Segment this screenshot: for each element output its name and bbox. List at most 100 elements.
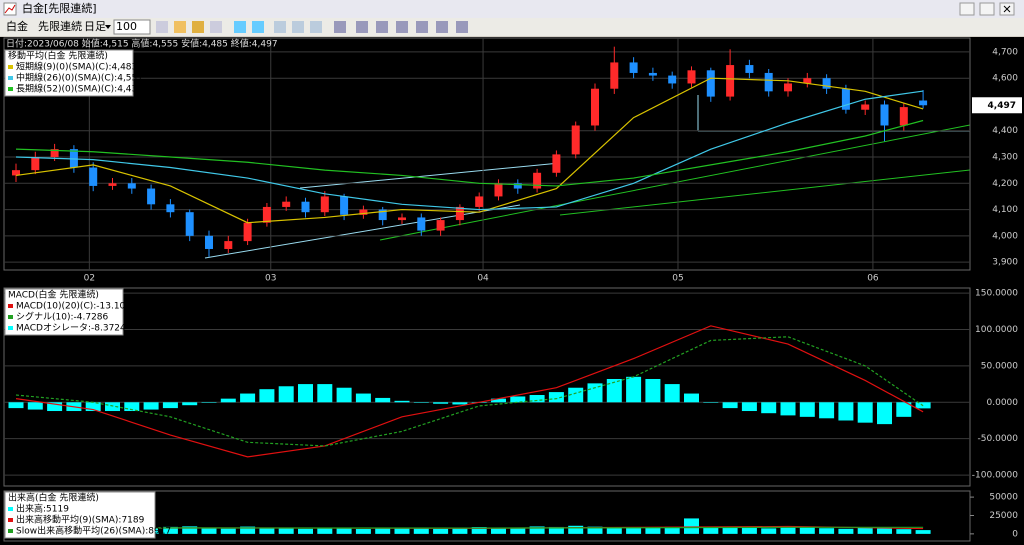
- title-bar: [0, 0, 1024, 18]
- tool-icon[interactable]: [156, 21, 168, 33]
- histogram-bar: [548, 526, 564, 534]
- tool-icon[interactable]: [334, 21, 346, 33]
- histogram-bar: [375, 528, 391, 534]
- candle-body: [610, 62, 619, 89]
- histogram-bar: [336, 387, 352, 403]
- symbol-label[interactable]: 白金: [6, 19, 28, 33]
- app-icon-line: [4, 4, 16, 14]
- tool-icon[interactable]: [310, 21, 322, 33]
- tool-icon[interactable]: [436, 21, 448, 33]
- y-tick-label: 4,700: [992, 47, 1018, 57]
- count-input[interactable]: [113, 19, 151, 35]
- legend-swatch: [8, 529, 13, 533]
- pane-border: [3, 490, 971, 542]
- histogram-bar: [626, 376, 642, 403]
- y-tick-label: 4,600: [992, 74, 1018, 84]
- histogram-bar: [162, 526, 178, 534]
- window-buttons[interactable]: [959, 2, 1015, 16]
- candle-body: [398, 217, 406, 221]
- period-selector[interactable]: 日足: [84, 20, 106, 33]
- histogram-bar: [877, 528, 892, 534]
- candle-body: [552, 154, 561, 173]
- candle-body: [706, 70, 715, 97]
- histogram-bar: [606, 378, 622, 403]
- histogram-bar: [201, 527, 217, 534]
- histogram-bar: [587, 526, 603, 534]
- pane-border: [3, 37, 971, 271]
- histogram-bar: [413, 402, 429, 403]
- histogram-bar: [162, 402, 178, 409]
- toolbar-icons[interactable]: [156, 21, 468, 33]
- close-icon: [1003, 5, 1011, 13]
- candle-body: [494, 183, 503, 197]
- tool-icon[interactable]: [396, 21, 408, 33]
- y-tick-label: 50.0000: [981, 361, 1018, 371]
- contract-label[interactable]: 先限連続: [38, 19, 82, 33]
- y-tick-label: 3,900: [992, 258, 1018, 268]
- tool-icon[interactable]: [356, 21, 368, 33]
- candle-body: [745, 65, 754, 73]
- histogram-bar: [298, 384, 313, 403]
- y-tick-label: 150.0000: [975, 289, 1018, 299]
- pane-border: [3, 287, 971, 487]
- header-info: 日付:2023/06/08 始値:4,515 高値:4,555 安値:4,485…: [6, 38, 278, 50]
- candle-body: [378, 209, 387, 221]
- histogram-bar: [220, 528, 236, 534]
- legend-box: [4, 288, 124, 336]
- legend-swatch: [8, 518, 13, 522]
- window-title: 白金[先限連続]: [22, 1, 97, 15]
- histogram-bar: [857, 402, 873, 423]
- histogram-bar: [413, 528, 429, 534]
- candle-body: [455, 206, 464, 221]
- tool-icon[interactable]: [274, 21, 286, 33]
- histogram-bar: [240, 393, 256, 403]
- tool-icon[interactable]: [292, 21, 304, 33]
- candle-body: [147, 188, 156, 205]
- candle-body: [475, 196, 484, 207]
- tool-icon[interactable]: [210, 21, 222, 33]
- legend-swatch: [8, 304, 13, 308]
- legend-swatch: [8, 326, 13, 330]
- candle-body: [668, 75, 677, 84]
- candle-body: [436, 220, 445, 231]
- legend-entry: 出来高移動平均(9)(SMA):7189: [16, 514, 145, 526]
- histogram-bar: [124, 402, 140, 412]
- tool-icon[interactable]: [234, 21, 246, 33]
- minimize-button[interactable]: [959, 2, 975, 16]
- tool-icon[interactable]: [174, 21, 186, 33]
- candle-body: [185, 212, 194, 236]
- tool-icon[interactable]: [192, 21, 204, 33]
- indicator-line: [15, 526, 924, 529]
- histogram-bar: [741, 527, 757, 534]
- candle-body: [726, 65, 735, 97]
- indicator-line: [15, 336, 924, 447]
- candle-body: [89, 167, 98, 186]
- candle-body: [841, 88, 850, 110]
- maximize-button[interactable]: [979, 2, 995, 16]
- histogram-bar: [259, 527, 275, 534]
- y-tick-label: 0: [1012, 529, 1018, 539]
- histogram-bar: [433, 402, 449, 404]
- tool-icon[interactable]: [376, 21, 388, 33]
- candle-body: [571, 125, 580, 155]
- histogram-bar: [645, 378, 661, 403]
- histogram-bar: [201, 402, 217, 403]
- histogram-bar: [529, 526, 545, 534]
- tool-icon[interactable]: [416, 21, 428, 33]
- histogram-bar: [703, 527, 719, 534]
- histogram-bar: [819, 528, 835, 534]
- tool-icon[interactable]: [456, 21, 468, 33]
- legend-entry: MACDオシレータ:-8.3724: [16, 323, 126, 334]
- tool-icon[interactable]: [252, 21, 264, 33]
- x-tick-label: 04: [477, 274, 489, 284]
- histogram-bar: [240, 526, 256, 534]
- histogram-bar: [664, 526, 680, 534]
- indicator-line: [15, 325, 924, 458]
- y-tick-label: 50000: [989, 493, 1018, 503]
- y-tick-label: 0.0000: [987, 398, 1019, 408]
- y-tick-label: 25000: [989, 511, 1018, 521]
- legend-entry: 短期線(9)(0)(SMA)(C):4,483: [16, 61, 137, 73]
- legend-swatch: [8, 315, 13, 319]
- histogram-bar: [741, 402, 757, 412]
